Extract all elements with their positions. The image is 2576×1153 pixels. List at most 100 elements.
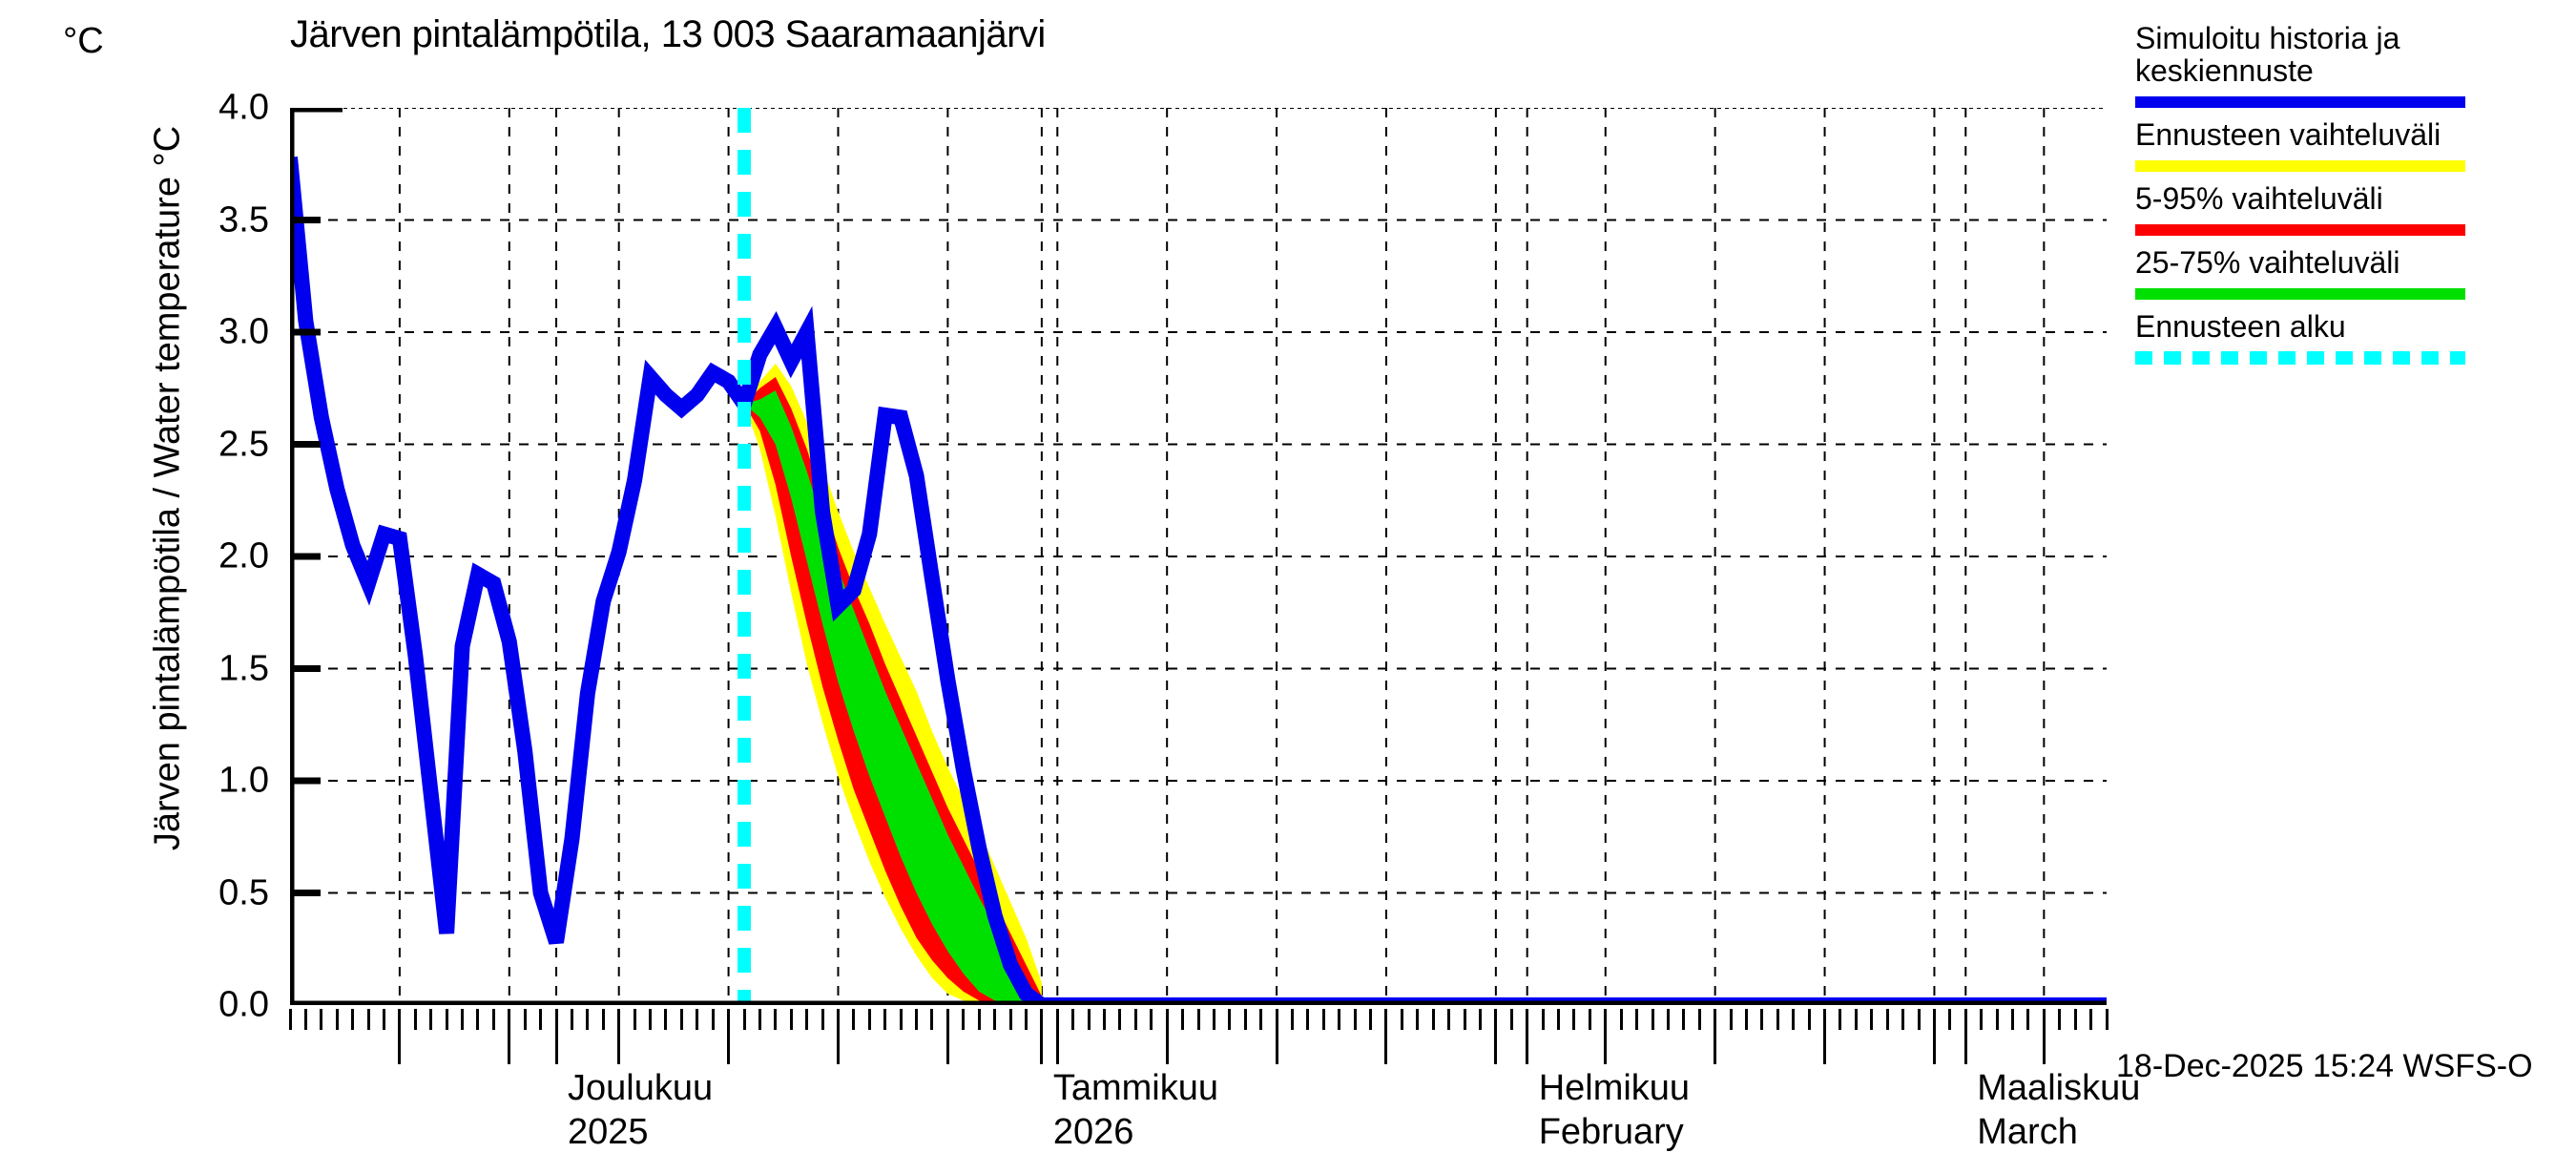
x-tick-label-sub: February <box>1538 1112 1684 1152</box>
x-tick-minor <box>1212 1009 1215 1030</box>
timestamp-stamp: 18-Dec-2025 15:24 WSFS-O <box>2116 1048 2533 1084</box>
x-tick-major <box>836 1009 840 1064</box>
x-tick-minor <box>1103 1009 1107 1030</box>
x-tick-minor <box>1666 1009 1670 1030</box>
legend-item-label: Ennusteen alku <box>2135 308 2346 344</box>
x-tick-label-sub: March <box>1977 1112 2078 1152</box>
x-tick-minor <box>1619 1009 1623 1030</box>
line-swatch-red <box>2135 223 2465 236</box>
x-tick-label-month: Joulukuu <box>568 1068 714 1108</box>
x-tick-major <box>554 1009 558 1064</box>
x-tick-minor <box>1353 1009 1357 1030</box>
x-tick-minor <box>1729 1009 1733 1030</box>
x-tick-minor <box>1024 1009 1028 1030</box>
x-tick-minor <box>476 1009 480 1030</box>
x-tick-minor <box>2105 1009 2109 1030</box>
x-tick-minor <box>1181 1009 1185 1030</box>
y-tick-label: 0.0 <box>218 984 269 1025</box>
forecast-band <box>744 377 1042 1005</box>
x-tick-minor <box>649 1009 653 1030</box>
x-tick-minor <box>1980 1009 1984 1030</box>
x-tick-minor <box>1588 1009 1591 1030</box>
degree-unit-label: °C <box>63 21 104 61</box>
x-tick-minor <box>366 1009 370 1030</box>
x-tick-minor <box>1118 1009 1122 1030</box>
x-tick-minor <box>852 1009 856 1030</box>
line-swatch-green <box>2135 287 2465 300</box>
x-tick-minor <box>1431 1009 1435 1030</box>
x-tick-minor <box>1243 1009 1247 1030</box>
legend-item-label: Ennusteen vaihteluväli <box>2135 116 2441 152</box>
x-tick-major <box>1823 1009 1827 1064</box>
x-tick-minor <box>288 1009 292 1030</box>
x-tick-major <box>945 1009 949 1064</box>
y-axis-title: Järven pintalämpötila / Water temperatur… <box>147 125 188 851</box>
x-tick-minor <box>1338 1009 1341 1030</box>
x-tick-major <box>1384 1009 1388 1064</box>
x-tick-minor <box>335 1009 339 1030</box>
x-tick-minor <box>523 1009 527 1030</box>
x-tick-minor <box>320 1009 323 1030</box>
line-swatch-yellow <box>2135 159 2465 172</box>
x-tick-minor <box>1776 1009 1779 1030</box>
x-tick-minor <box>1854 1009 1858 1030</box>
x-tick-major <box>617 1009 621 1064</box>
line-swatch-cyan-dashed <box>2135 351 2465 366</box>
x-tick-minor <box>1463 1009 1466 1030</box>
x-tick-minor <box>2011 1009 2015 1030</box>
main-temperature-line <box>290 156 2107 1005</box>
x-tick-major <box>1165 1009 1169 1064</box>
x-tick-minor <box>883 1009 887 1030</box>
x-tick-minor <box>821 1009 824 1030</box>
x-tick-minor <box>1760 1009 1764 1030</box>
x-tick-major <box>1963 1009 1967 1064</box>
x-tick-minor <box>711 1009 715 1030</box>
x-tick-label-month: Helmikuu <box>1538 1068 1691 1108</box>
x-tick-minor <box>1133 1009 1137 1030</box>
y-tick-label: 3.0 <box>218 311 269 352</box>
x-tick-minor <box>1885 1009 1889 1030</box>
y-tick-label: 1.0 <box>218 760 269 801</box>
x-tick-minor <box>1306 1009 1310 1030</box>
x-tick-major <box>1040 1009 1044 1064</box>
x-tick-minor <box>1290 1009 1294 1030</box>
x-tick-minor <box>915 1009 919 1030</box>
forecast-band <box>744 390 1042 1005</box>
x-tick-minor <box>867 1009 871 1030</box>
x-tick-minor <box>1400 1009 1403 1030</box>
x-tick-label-sub: 2026 <box>1052 1112 1134 1152</box>
x-tick-minor <box>1369 1009 1373 1030</box>
x-tick-minor <box>351 1009 355 1030</box>
x-tick-minor <box>570 1009 573 1030</box>
x-tick-minor <box>1196 1009 1200 1030</box>
x-tick-major <box>508 1009 511 1064</box>
x-tick-minor <box>2073 1009 2077 1030</box>
x-tick-minor <box>1478 1009 1482 1030</box>
x-tick-label-month: Tammikuu <box>1052 1068 1219 1108</box>
x-tick-minor <box>696 1009 699 1030</box>
x-tick-minor <box>1541 1009 1545 1030</box>
x-tick-minor <box>1321 1009 1325 1030</box>
x-tick-minor <box>805 1009 809 1030</box>
x-tick-minor <box>774 1009 778 1030</box>
x-tick-minor <box>382 1009 385 1030</box>
x-tick-minor <box>1071 1009 1075 1030</box>
x-tick-minor <box>758 1009 761 1030</box>
x-tick-minor <box>1870 1009 1874 1030</box>
x-tick-minor <box>1572 1009 1576 1030</box>
x-tick-major <box>1494 1009 1498 1064</box>
x-tick-minor <box>1509 1009 1513 1030</box>
x-tick-minor <box>461 1009 465 1030</box>
x-tick-minor <box>539 1009 543 1030</box>
x-tick-minor <box>303 1009 307 1030</box>
x-tick-minor <box>2089 1009 2093 1030</box>
y-tick-label: 2.0 <box>218 535 269 576</box>
x-tick-minor <box>445 1009 448 1030</box>
x-tick-major <box>1932 1009 1936 1064</box>
x-tick-minor <box>1697 1009 1701 1030</box>
x-tick-major <box>1275 1009 1278 1064</box>
x-tick-minor <box>1744 1009 1748 1030</box>
x-tick-minor <box>679 1009 683 1030</box>
page-title: Järven pintalämpötila, 13 003 Saaramaanj… <box>290 13 1046 55</box>
x-tick-label-sub: 2025 <box>568 1112 649 1152</box>
